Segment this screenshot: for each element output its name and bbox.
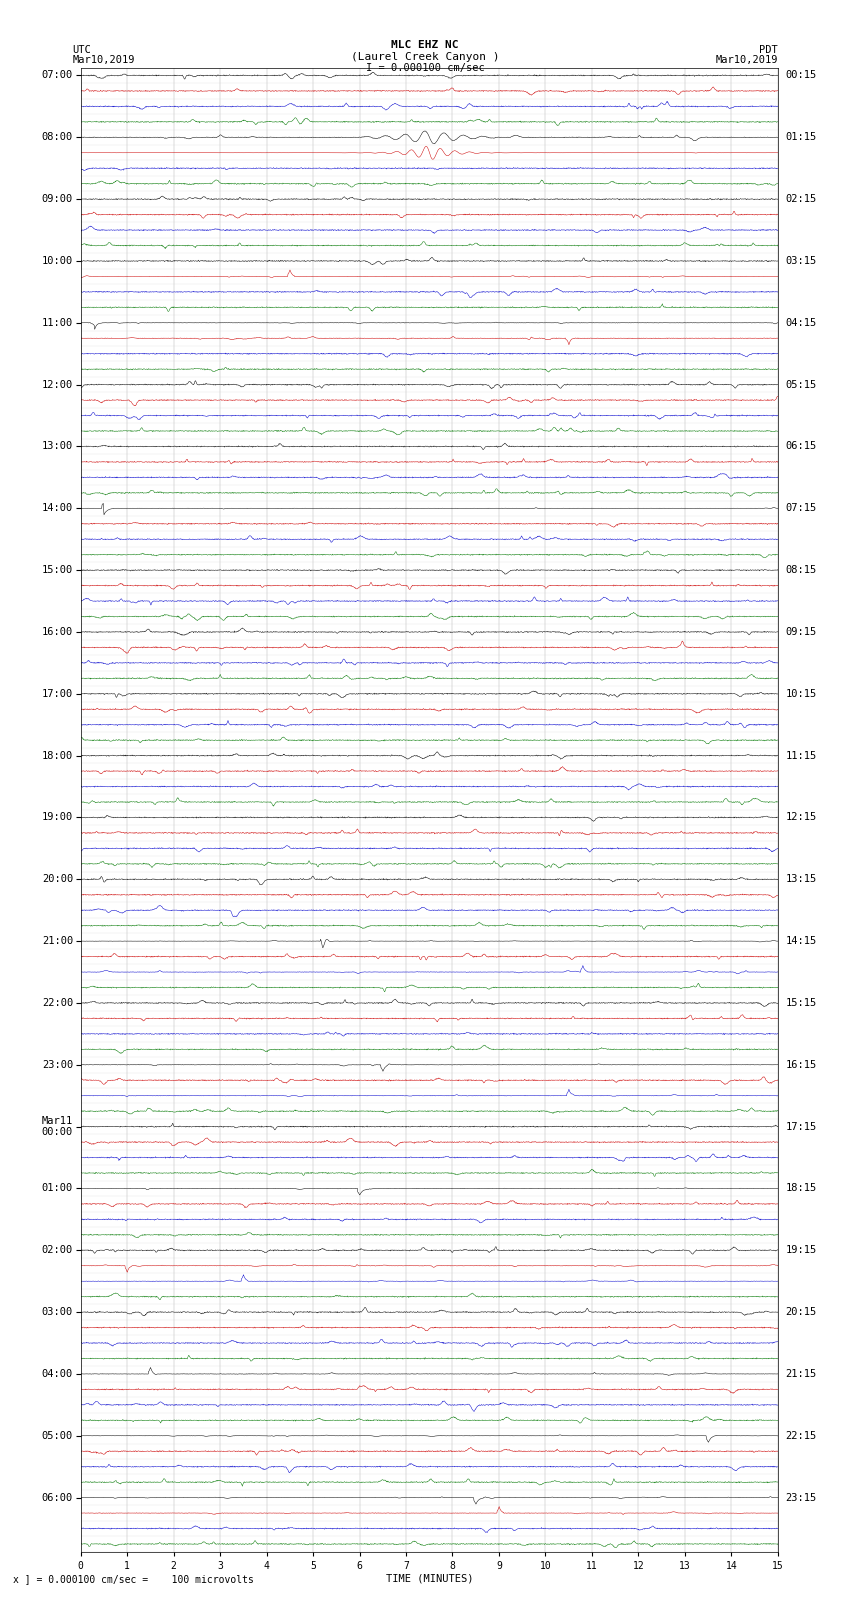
Text: (Laurel Creek Canyon ): (Laurel Creek Canyon ) (351, 52, 499, 61)
Text: x ] = 0.000100 cm/sec =    100 microvolts: x ] = 0.000100 cm/sec = 100 microvolts (13, 1574, 253, 1584)
Text: MLC EHZ NC: MLC EHZ NC (391, 40, 459, 50)
Text: Mar10,2019: Mar10,2019 (72, 55, 135, 65)
Text: Mar10,2019: Mar10,2019 (715, 55, 778, 65)
Text: I = 0.000100 cm/sec: I = 0.000100 cm/sec (366, 63, 484, 73)
Text: PDT: PDT (759, 45, 778, 55)
Text: UTC: UTC (72, 45, 91, 55)
X-axis label: TIME (MINUTES): TIME (MINUTES) (386, 1574, 473, 1584)
